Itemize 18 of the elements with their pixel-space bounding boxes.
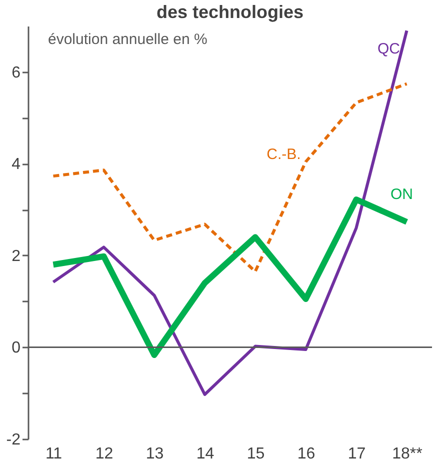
y-tick-label: 2: [12, 248, 21, 265]
x-tick-label: 12: [95, 446, 114, 462]
series-label: C.-B.: [266, 146, 301, 163]
x-tick-label: 11: [45, 446, 62, 462]
y-tick-label: 4: [12, 156, 21, 174]
chart-subtitle: évolution annuelle en %: [48, 31, 208, 48]
y-tick-label: -2: [6, 432, 21, 448]
y-tick-label: 0: [12, 340, 21, 357]
x-tick-label: 15: [246, 446, 265, 462]
x-tick-label: 17: [348, 446, 366, 462]
x-tick-label: 14: [196, 446, 214, 462]
x-tick-label: 16: [297, 446, 316, 462]
y-tick-label: 6: [12, 64, 21, 82]
series-label: QC: [378, 40, 400, 58]
x-tick-label: 13: [146, 446, 164, 462]
series-label: ON: [390, 186, 413, 203]
x-tick-label: 18**: [392, 446, 422, 462]
chart-title: des technologies: [156, 2, 304, 22]
